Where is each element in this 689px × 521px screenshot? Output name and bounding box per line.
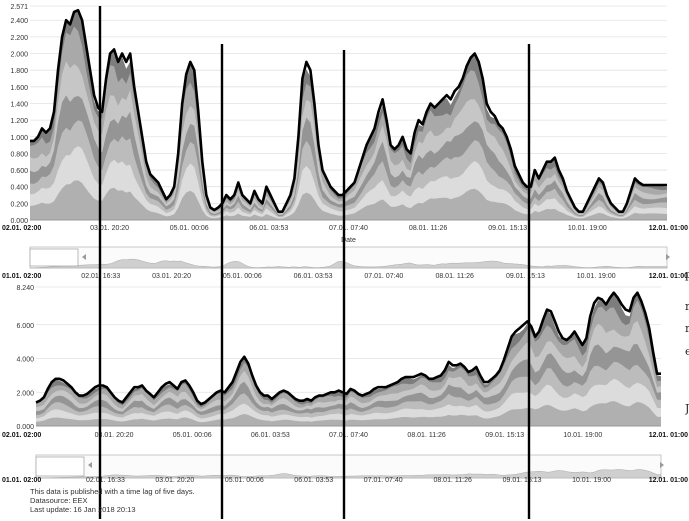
last-update-note: Last update: 16 Jan 2018 20:13 <box>30 505 136 514</box>
navigator-area <box>35 469 662 479</box>
y-tick-label: 0.000 <box>10 218 28 225</box>
x-tick-label: 06.01. 03:53 <box>249 225 288 232</box>
x-tick-label: 06.01. 03:53 <box>251 432 290 439</box>
navigator-tick-label: 07.01. 07:40 <box>364 273 403 280</box>
navigator-tick-label: 09.01. 15:13 <box>503 477 542 484</box>
navigator-tick-label: 05.01. 00:06 <box>223 273 262 280</box>
y-tick-label: 1.800 <box>10 68 28 75</box>
y-tick-label: 1.200 <box>10 118 28 125</box>
edge-char: J <box>685 402 689 415</box>
navigator-tick-label: 06.01. 03:53 <box>294 273 333 280</box>
x-tick-label: 09.01. 15:13 <box>485 432 524 439</box>
navigator-tick-label: 01.01. 02:00 <box>2 477 41 484</box>
edge-char: r <box>685 300 689 313</box>
x-tick-label: 10.01. 19:00 <box>568 225 607 232</box>
navigator-handle <box>29 248 79 267</box>
x-tick-label: 02.01. 02:00 <box>2 432 41 439</box>
y-tick-label: 2.571 <box>10 4 28 11</box>
navigator-tick-label: 10.01. 19:00 <box>577 273 616 280</box>
navigator-tick-label: 08.01. 11:26 <box>433 477 472 484</box>
navigator-tick-label: 12.01. 01:00 <box>649 273 688 280</box>
x-tick-label: 05.01. 00:06 <box>170 225 209 232</box>
x-tick-label: 07.01. 07:40 <box>329 225 368 232</box>
x-tick-label: 12.01. 01:00 <box>649 432 688 439</box>
navigator-arrow-left <box>82 254 86 260</box>
y-tick-label: 2.000 <box>10 52 28 59</box>
y-tick-label: 8.240 <box>16 285 34 292</box>
edge-char: p <box>685 268 689 281</box>
x-tick-label: 05.01. 00:06 <box>173 432 212 439</box>
area-band <box>30 180 667 220</box>
y-tick-label: 0.400 <box>10 185 28 192</box>
y-tick-label: 0.800 <box>10 151 28 158</box>
navigator-arrow-left <box>88 462 92 468</box>
x-tick-label: 07.01. 07:40 <box>329 432 368 439</box>
total-line <box>30 8 667 213</box>
y-tick-label: 0.000 <box>16 424 34 431</box>
chart-panel: 2.571 2.400 2.200 2.000 1.800 1.600 1.400 1.200… <box>2 4 688 280</box>
navigator-arrow-right <box>666 254 670 260</box>
y-tick-label: 2.200 <box>10 35 28 42</box>
y-tick-label: 2.400 <box>10 18 28 25</box>
navigator-area <box>29 258 668 269</box>
y-tick-label: 2.000 <box>16 390 34 397</box>
navigator-tick-label: 02.01. 16:33 <box>86 477 125 484</box>
edge-char: e <box>685 345 689 358</box>
y-tick-label: 1.000 <box>10 135 28 142</box>
publication-note: This data is published with a time lag o… <box>30 487 195 496</box>
navigator-tick-label: 09.01. 15:13 <box>506 273 545 280</box>
navigator-tick-label: 03.01. 20:20 <box>152 273 191 280</box>
y-tick-label: 0.600 <box>10 168 28 175</box>
datasource-note: Datasource: EEX <box>30 496 88 505</box>
navigator-tick-label: 12.01. 01:00 <box>649 477 688 484</box>
y-tick-label: 1.600 <box>10 85 28 92</box>
edge-char: r <box>685 322 689 335</box>
navigator-handle <box>35 456 85 477</box>
area-band <box>36 401 661 426</box>
x-tick-label: 02.01. 02:00 <box>2 225 41 232</box>
y-tick-label: 6.000 <box>16 323 34 330</box>
navigator-tick-label: 07.01. 07:40 <box>364 477 403 484</box>
navigator-tick-label: 05.01. 00:06 <box>225 477 264 484</box>
navigator-tick-label: 06.01. 03:53 <box>294 477 333 484</box>
navigator-arrow-right <box>660 462 664 468</box>
navigator-tick-label: 01.01. 02:00 <box>2 273 41 280</box>
navigator-tick-label: 08.01. 11:26 <box>435 273 474 280</box>
y-tick-label: 4.000 <box>16 357 34 364</box>
x-tick-label: 03.01. 20:20 <box>95 432 134 439</box>
x-tick-label: 10.01. 19:00 <box>563 432 602 439</box>
y-tick-label: 1.400 <box>10 101 28 108</box>
total-line <box>35 291 661 406</box>
x-tick-label: 12.01. 01:00 <box>649 225 688 232</box>
y-tick-label: 0.200 <box>10 201 28 208</box>
x-tick-label: 08.01. 11:26 <box>407 432 446 439</box>
x-tick-label: 08.01. 11:26 <box>409 225 448 232</box>
x-tick-label: 03.01. 20:20 <box>90 225 129 232</box>
x-tick-label: 09.01. 15:13 <box>488 225 527 232</box>
navigator-tick-label: 10.01. 19:00 <box>572 477 611 484</box>
x-axis-label: Date <box>341 237 356 244</box>
navigator-tick-label: 03.01. 20:20 <box>155 477 194 484</box>
